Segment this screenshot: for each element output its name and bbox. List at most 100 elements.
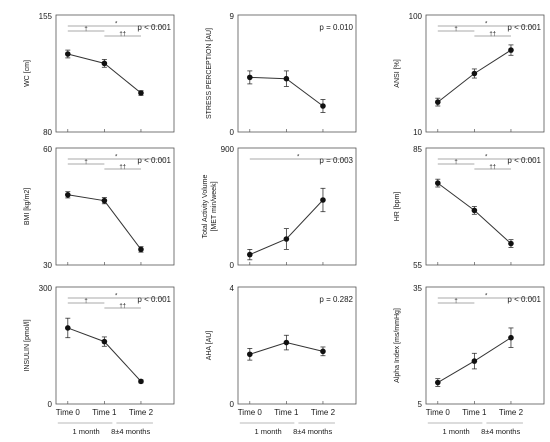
data-point [508, 47, 514, 53]
significance-marker: * [485, 294, 488, 300]
data-point [508, 334, 514, 341]
plot-frame [237, 286, 357, 405]
data-point [435, 379, 441, 386]
y-tick-label: 10 [413, 128, 422, 137]
x-tick-label: Time 1 [462, 408, 487, 417]
chart-panel-9: 35 5 Alpha Index [ms/mmHg] p < 0.001 * † [394, 284, 545, 409]
significance-marker: †† [489, 32, 496, 38]
data-point [247, 251, 253, 258]
y-tick-label: 9 [230, 12, 235, 21]
plot-frame [237, 147, 357, 266]
p-value-label: p < 0.001 [507, 156, 541, 165]
significance-marker: † [454, 299, 457, 305]
data-point [471, 70, 478, 77]
x-tick-label: Time 2 [499, 408, 524, 417]
x-tick-label: Time 0 [56, 408, 81, 417]
plot-frame [55, 147, 175, 266]
significance-marker: † [84, 160, 87, 166]
significance-marker: † [84, 27, 87, 33]
plot-frame [55, 286, 175, 405]
y-axis-label: Total Activity Volume [MET min/week] [202, 174, 218, 238]
data-point [101, 338, 108, 345]
significance-marker: * [115, 22, 118, 28]
plot-frame [55, 14, 175, 133]
data-point [320, 103, 326, 109]
data-point [138, 378, 144, 385]
data-point [508, 240, 514, 247]
y-tick-label: 60 [43, 145, 52, 154]
significance-marker: * [115, 294, 118, 300]
y-axis-label: AHA [AU] [206, 331, 213, 361]
p-value-label: p < 0.001 [137, 23, 171, 32]
y-tick-label: 0 [230, 400, 235, 409]
x-axis-block-1: Time 0 Time 1 Time 2 1 month 8±4 months [56, 408, 154, 436]
x-axis-block-2: Time 0 Time 1 Time 2 1 month 8±4 months [238, 408, 336, 436]
y-tick-label: 55 [413, 261, 422, 270]
y-tick-label: 100 [409, 12, 423, 21]
data-point [435, 99, 441, 105]
x-tick-label: Time 1 [274, 408, 299, 417]
span-label: 1 month [443, 427, 470, 436]
data-point [283, 339, 290, 346]
x-tick-label: Time 2 [311, 408, 336, 417]
data-point [247, 74, 253, 81]
span-label: 8±4 months [293, 427, 332, 436]
y-tick-label: 85 [413, 145, 422, 154]
significance-marker: †† [119, 165, 126, 171]
significance-marker: * [115, 155, 118, 161]
y-tick-label: 300 [39, 284, 53, 293]
data-point [247, 351, 253, 358]
p-value-label: p < 0.001 [507, 295, 541, 304]
data-point [283, 75, 290, 82]
y-tick-label: 155 [39, 12, 53, 21]
data-point [320, 197, 326, 203]
y-axis-label: ANSI [%] [394, 59, 401, 87]
significance-marker: * [297, 155, 300, 161]
y-axis-label: WC [cm] [24, 60, 31, 87]
y-axis-label: INSULIN [pmol/l] [24, 319, 31, 371]
span-label: 8±4 months [481, 427, 520, 436]
data-point [320, 348, 326, 355]
y-axis-label: BMI [kg/m2] [24, 188, 31, 225]
y-axis-label: STRESS PERCEPTION [AU] [206, 28, 213, 119]
y-axis-label: Alpha Index [ms/mmHg] [394, 308, 401, 383]
p-value-label: p = 0.282 [319, 295, 353, 304]
p-value-label: p < 0.001 [137, 295, 171, 304]
p-value-label: p < 0.001 [507, 23, 541, 32]
p-value-label: p < 0.001 [137, 156, 171, 165]
chart-panel-5: 900 0 Total Activity Volume [MET min/week] p… [202, 145, 357, 270]
data-point [65, 51, 71, 57]
x-axis-block-3: Time 0 Time 1 Time 2 1 month 8±4 months [426, 408, 524, 436]
p-value-label: p = 0.003 [319, 156, 353, 165]
x-tick-label: Time 2 [129, 408, 154, 417]
chart-panel-2: 9 0 STRESS PERCEPTION [AU] p = 0.010 [206, 12, 357, 137]
plot-frame [425, 147, 545, 266]
data-point [435, 180, 441, 186]
data-point [65, 325, 71, 331]
significance-marker: †† [489, 165, 496, 171]
y-tick-label: 5 [418, 400, 423, 409]
x-tick-label: Time 0 [426, 408, 451, 417]
y-tick-label: 35 [413, 284, 422, 293]
y-tick-label: 0 [230, 261, 235, 270]
span-label: 1 month [255, 427, 282, 436]
y-tick-label: 0 [230, 128, 235, 137]
plot-frame [425, 286, 545, 405]
y-tick-label: 80 [43, 128, 52, 137]
data-point [283, 236, 290, 242]
plot-frame [237, 14, 357, 133]
y-tick-label: 30 [43, 261, 52, 270]
y-tick-label: 4 [230, 284, 235, 293]
significance-marker: † [454, 160, 457, 166]
x-tick-label: Time 0 [238, 408, 263, 417]
significance-marker: † [84, 299, 87, 305]
y-tick-label: 0 [48, 400, 53, 409]
data-point [138, 90, 144, 96]
x-tick-label: Time 1 [92, 408, 117, 417]
